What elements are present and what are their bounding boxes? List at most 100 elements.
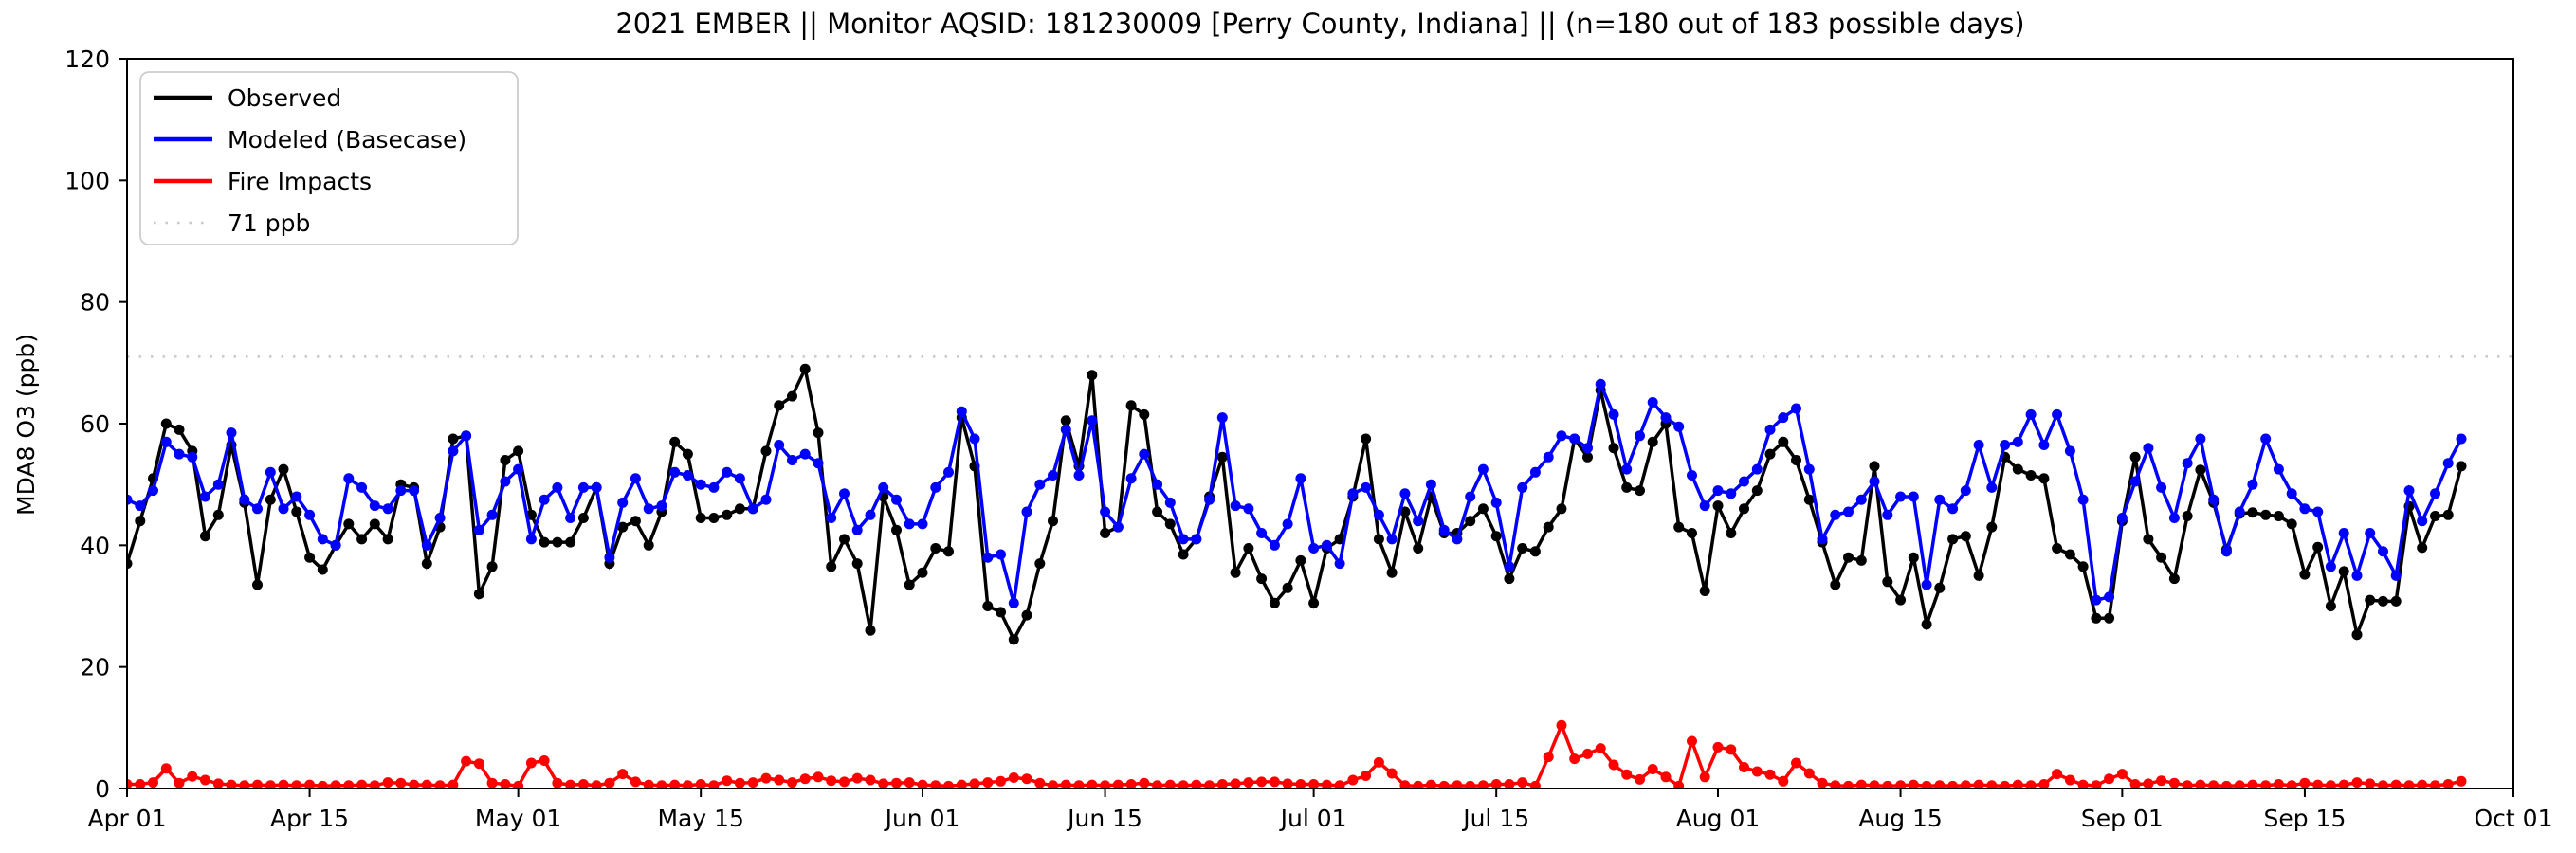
modeled-point: [1517, 481, 1528, 493]
modeled-point: [1869, 476, 1880, 487]
modeled-point: [930, 481, 941, 493]
observed-point: [1269, 597, 1280, 608]
observed-point: [1803, 494, 1815, 505]
fire-point: [1087, 779, 1098, 789]
modeled-point: [1256, 528, 1268, 538]
observed-point: [565, 536, 576, 548]
fire-point: [2299, 777, 2311, 789]
fire-point: [2208, 780, 2220, 789]
observed-point: [1060, 415, 1071, 426]
observed-point: [2156, 552, 2167, 563]
modeled-point: [1164, 497, 1176, 508]
fire-point: [160, 763, 172, 774]
fire-point: [1712, 741, 1724, 753]
modeled-point: [1882, 509, 1893, 520]
modeled-point: [330, 539, 341, 551]
modeled-point: [2234, 506, 2245, 517]
fire-point: [448, 779, 459, 789]
fire-point: [1152, 780, 1163, 789]
fire-point: [525, 757, 537, 769]
observed-point: [891, 524, 902, 535]
modeled-point: [2417, 516, 2428, 527]
modeled-point: [1347, 488, 1359, 499]
fire-point: [1399, 780, 1411, 789]
fire-point: [669, 779, 681, 789]
modeled-point: [2247, 479, 2258, 490]
observed-point: [1230, 567, 1241, 578]
modeled-point: [174, 448, 185, 460]
modeled-point: [799, 448, 811, 460]
observed-point: [760, 445, 772, 457]
observed-point: [839, 534, 850, 545]
observed-point: [252, 579, 263, 590]
fire-point: [212, 778, 224, 789]
fire-point: [722, 775, 733, 787]
modeled-point: [278, 503, 289, 515]
observed-point: [1034, 558, 1046, 570]
modeled-point: [722, 466, 733, 478]
modeled-point: [1060, 424, 1071, 435]
fire-point: [1282, 778, 1293, 789]
observed-point: [1960, 531, 1971, 542]
modeled-point: [1647, 397, 1658, 408]
observed-point: [2312, 541, 2324, 553]
modeled-point: [226, 427, 237, 439]
modeled-point: [2000, 440, 2011, 450]
fire-point: [2325, 780, 2336, 789]
observed-point: [865, 625, 876, 636]
fire-point: [1112, 779, 1124, 789]
observed-point: [1921, 619, 1932, 630]
modeled-point: [1726, 488, 1737, 499]
observed-point: [2390, 595, 2402, 607]
observed-point: [160, 418, 172, 429]
modeled-point: [1803, 463, 1815, 475]
observed-point: [135, 516, 146, 527]
fire-point: [1438, 780, 1450, 789]
observed-point: [356, 534, 368, 545]
fire-point: [917, 779, 928, 789]
modeled-point: [395, 485, 407, 497]
modeled-point: [695, 479, 706, 490]
observed-point: [813, 427, 824, 439]
observed-point: [2338, 566, 2349, 577]
observed-point: [2378, 595, 2388, 607]
fire-point: [643, 779, 654, 789]
modeled-point: [2012, 436, 2023, 447]
observed-point: [1608, 443, 1619, 454]
observed-point: [1465, 516, 1476, 527]
fire-point: [1517, 777, 1528, 789]
modeled-point: [1361, 481, 1372, 493]
fire-point: [1321, 779, 1332, 789]
modeled-point: [1373, 509, 1384, 520]
fire-point: [1569, 753, 1580, 765]
modeled-point: [969, 433, 980, 445]
y-tick-label: 120: [64, 45, 110, 73]
modeled-point: [552, 481, 563, 493]
observed-point: [996, 607, 1006, 618]
observed-point: [1712, 500, 1724, 512]
fire-point: [1934, 780, 1946, 789]
modeled-point: [1386, 534, 1398, 545]
fire-point: [1334, 780, 1345, 789]
fire-point: [682, 780, 693, 789]
observed-point: [1830, 579, 1841, 590]
fire-point: [2077, 779, 2089, 789]
modeled-point: [943, 466, 954, 478]
modeled-point: [1477, 463, 1489, 475]
fire-point: [2025, 780, 2037, 789]
observed-point: [2091, 612, 2102, 624]
x-tick-label: Aug 01: [1676, 805, 1761, 832]
modeled-point: [539, 494, 550, 505]
observed-point: [1361, 433, 1372, 445]
observed-point: [734, 503, 745, 515]
modeled-point: [851, 524, 863, 535]
x-tick-label: Jun 15: [1066, 805, 1142, 832]
observed-point: [1216, 451, 1228, 463]
fire-point: [1817, 777, 1828, 789]
modeled-point: [448, 445, 459, 457]
observed-point: [2325, 601, 2336, 611]
fire-point: [904, 777, 915, 789]
observed-point: [1934, 582, 1946, 593]
fire-point: [2430, 780, 2440, 789]
legend-label-threshold: 71 ppb: [228, 209, 310, 237]
